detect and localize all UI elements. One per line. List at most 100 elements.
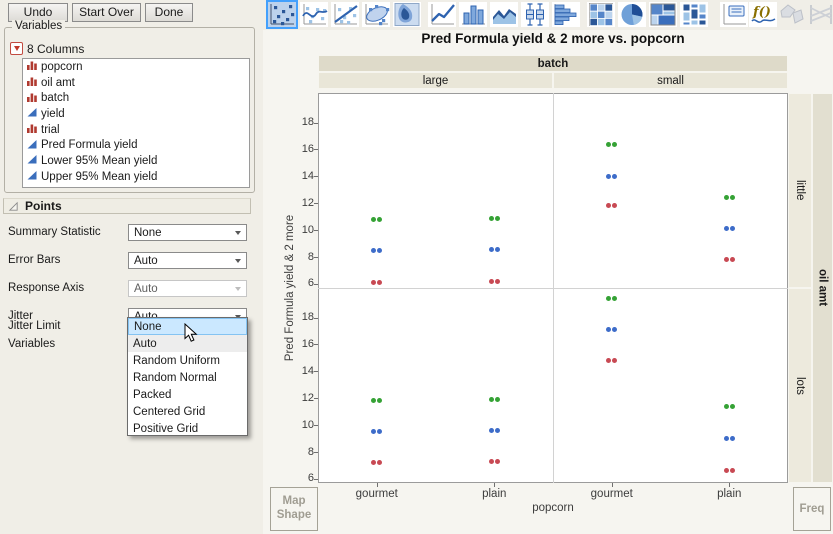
data-point[interactable] [723, 436, 729, 442]
data-point[interactable] [377, 398, 383, 404]
row-group-cell-little[interactable]: little [788, 93, 812, 288]
data-point[interactable] [488, 458, 494, 464]
menu-item-positive-grid[interactable]: Positive Grid [133, 422, 199, 435]
ellipse-icon [365, 4, 390, 26]
data-point[interactable] [606, 203, 612, 209]
done-button[interactable]: Done [145, 3, 193, 22]
x-category-label: gourmet [355, 488, 398, 500]
icon-box-plot[interactable] [521, 2, 549, 27]
icon-line[interactable] [428, 2, 456, 27]
icon-pie[interactable] [618, 2, 646, 27]
combo-error-bars[interactable]: Auto [128, 252, 247, 269]
data-point[interactable] [606, 358, 612, 364]
menu-item-packed[interactable]: Packed [133, 388, 172, 401]
data-point[interactable] [371, 460, 377, 466]
data-point[interactable] [488, 246, 494, 252]
data-point[interactable] [377, 429, 383, 435]
data-point[interactable] [494, 397, 500, 403]
freq-zone-button[interactable]: Freq [793, 487, 831, 531]
data-point[interactable] [612, 327, 618, 333]
y-tick-label: 6 [307, 277, 314, 290]
x-axis-title[interactable]: popcorn [532, 502, 574, 514]
data-point[interactable] [494, 246, 500, 252]
menu-item-random-uniform[interactable]: Random Uniform [133, 354, 220, 367]
data-point[interactable] [606, 173, 612, 179]
icon-area[interactable] [490, 2, 518, 27]
col-group-cell-small[interactable]: small [553, 72, 788, 89]
data-point[interactable] [494, 278, 500, 284]
icon-smoother[interactable] [300, 2, 328, 27]
icon-bar[interactable] [459, 2, 487, 27]
variable-item[interactable]: oil amt [23, 75, 249, 91]
data-point[interactable] [377, 216, 383, 222]
data-point[interactable] [729, 195, 735, 201]
icon-points[interactable] [266, 0, 298, 29]
data-point[interactable] [488, 397, 494, 403]
data-point[interactable] [729, 226, 735, 232]
data-point[interactable] [494, 428, 500, 434]
data-point[interactable] [612, 358, 618, 364]
data-point[interactable] [729, 403, 735, 409]
combo-summary-statistic[interactable]: None [128, 224, 247, 241]
icon-formula[interactable]: f() [749, 2, 777, 27]
map-shape-zone-button[interactable]: Map Shape [270, 487, 318, 531]
y-axis-title[interactable]: Pred Formula yield & 2 more [284, 214, 296, 362]
icon-histogram[interactable] [552, 2, 580, 27]
variable-item[interactable]: yield [23, 106, 249, 122]
data-point[interactable] [612, 203, 618, 209]
row-group-cell-lots[interactable]: lots [788, 288, 812, 483]
variable-item[interactable]: trial [23, 122, 249, 138]
data-point[interactable] [377, 280, 383, 286]
points-section-header[interactable]: Points [3, 198, 251, 214]
data-point[interactable] [612, 296, 618, 302]
data-point[interactable] [729, 468, 735, 474]
data-point[interactable] [723, 403, 729, 409]
menu-item-auto[interactable]: Auto [128, 335, 247, 352]
line-of-fit-icon [334, 4, 358, 25]
icon-caption-box[interactable] [720, 2, 748, 27]
icon-line-of-fit[interactable] [331, 2, 359, 27]
variable-item[interactable]: batch [23, 90, 249, 106]
variable-item[interactable]: Lower 95% Mean yield [23, 153, 249, 169]
data-point[interactable] [612, 173, 618, 179]
data-point[interactable] [729, 436, 735, 442]
data-point[interactable] [371, 216, 377, 222]
data-point[interactable] [723, 226, 729, 232]
data-point[interactable] [494, 458, 500, 464]
data-point[interactable] [488, 428, 494, 434]
data-point[interactable] [494, 215, 500, 221]
chevron-down-icon [235, 259, 241, 263]
col-group-strip-batch[interactable]: batch [318, 55, 788, 72]
data-point[interactable] [723, 468, 729, 474]
red-triangle-disclosure-icon[interactable] [10, 42, 23, 55]
icon-ellipse[interactable] [362, 2, 390, 27]
points-section-title: Points [25, 199, 62, 213]
icon-mosaic[interactable] [680, 2, 708, 27]
data-point[interactable] [729, 257, 735, 263]
data-point[interactable] [723, 257, 729, 263]
data-point[interactable] [606, 141, 612, 147]
row-group-strip-oil-amt[interactable]: oil amt [812, 93, 833, 483]
data-point[interactable] [371, 247, 377, 253]
variable-item[interactable]: popcorn [23, 59, 249, 75]
menu-item-centered-grid[interactable]: Centered Grid [133, 405, 206, 418]
data-point[interactable] [488, 278, 494, 284]
icon-treemap[interactable] [649, 2, 677, 27]
variable-item[interactable]: Pred Formula yield [23, 137, 249, 153]
data-point[interactable] [606, 296, 612, 302]
variable-item[interactable]: Upper 95% Mean yield [23, 169, 249, 185]
data-point[interactable] [371, 280, 377, 286]
data-point[interactable] [371, 398, 377, 404]
data-point[interactable] [371, 429, 377, 435]
data-point[interactable] [612, 141, 618, 147]
data-point[interactable] [488, 215, 494, 221]
data-point[interactable] [377, 460, 383, 466]
icon-contour[interactable] [393, 2, 421, 27]
icon-heatmap[interactable] [587, 2, 615, 27]
menu-item-random-normal[interactable]: Random Normal [133, 371, 217, 384]
data-point[interactable] [377, 247, 383, 253]
data-point[interactable] [606, 327, 612, 333]
data-point[interactable] [723, 195, 729, 201]
start-over-button[interactable]: Start Over [72, 3, 141, 22]
col-group-cell-large[interactable]: large [318, 72, 553, 89]
